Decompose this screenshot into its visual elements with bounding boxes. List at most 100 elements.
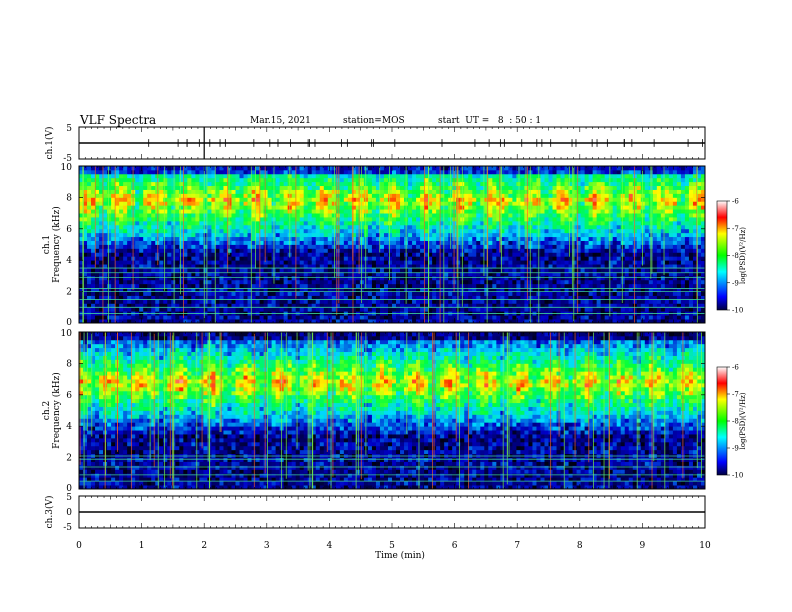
spectrogram-cell xyxy=(167,213,172,218)
spectrogram-cell xyxy=(103,236,108,241)
spectrogram-cell xyxy=(103,213,108,218)
spectrogram-cell xyxy=(123,169,128,175)
spectrogram-cell xyxy=(343,307,349,312)
spectrogram-cell xyxy=(335,220,341,226)
spectrogram-cell xyxy=(472,248,477,253)
spectrogram-cell xyxy=(548,228,553,234)
spectrogram-cell xyxy=(440,256,445,261)
spectrogram-cell xyxy=(267,260,273,265)
spectrogram-cell xyxy=(432,248,437,253)
spectrogram-cell xyxy=(311,177,317,183)
spectrogram-cell xyxy=(187,295,192,300)
spectrogram-cell xyxy=(508,264,513,269)
spectrogram-cell xyxy=(251,201,256,206)
spectrogram-cell xyxy=(508,271,513,277)
spectrogram-cell xyxy=(544,169,549,175)
spectrogram-cell xyxy=(488,287,493,293)
spectrogram-cell xyxy=(263,268,268,273)
spectrogram-cell xyxy=(87,177,92,183)
spectrogram-cell xyxy=(412,213,417,218)
spectrogram-cell xyxy=(171,244,176,249)
spectrogram-cell xyxy=(468,232,473,238)
spectrogram-cell xyxy=(468,248,473,253)
spectrogram-cell xyxy=(175,307,180,312)
spectrogram-cell xyxy=(267,240,273,245)
spectrogram-cell xyxy=(147,264,152,269)
spectrogram-cell xyxy=(199,166,204,171)
spectrogram-cell xyxy=(175,244,180,249)
spectrogram-cell xyxy=(203,173,208,179)
spectrogram-cell xyxy=(460,307,465,312)
spectrogram-cell xyxy=(339,283,345,289)
spectrogram-cell xyxy=(275,185,281,190)
spectrogram-cell xyxy=(343,271,349,277)
spectrogram-cell xyxy=(235,213,240,218)
spectrogram-cell xyxy=(247,201,252,206)
spectrogram-cell xyxy=(231,224,236,230)
spectrogram-cell xyxy=(452,299,457,304)
spectrogram-cell xyxy=(223,307,228,312)
spectrogram-cell xyxy=(540,319,545,324)
spectrogram-cell xyxy=(480,185,485,190)
spectrogram-cell xyxy=(480,189,485,194)
spectrogram-cell xyxy=(351,197,357,202)
spectrogram-cell xyxy=(199,271,204,277)
spectrogram-cell xyxy=(259,173,264,179)
spectrogram-cell xyxy=(508,279,513,285)
spectrogram-cell xyxy=(143,166,148,171)
spectrogram-cell xyxy=(243,271,248,277)
spectrogram-cell xyxy=(420,315,425,320)
spectrogram-cell xyxy=(147,299,152,304)
spectrogram-cell xyxy=(544,252,549,257)
spectrogram-cell xyxy=(512,256,517,261)
spectrogram-cell xyxy=(287,319,293,324)
spectrogram-cell xyxy=(383,295,389,300)
spectrogram-cell xyxy=(255,287,260,293)
spectrogram-cell xyxy=(440,279,445,285)
spectrogram-cell xyxy=(464,185,469,190)
spectrogram-cell xyxy=(392,275,397,281)
spectrogram-cell xyxy=(203,189,208,194)
spectrogram-cell xyxy=(211,217,216,222)
spectrogram-cell xyxy=(267,185,273,190)
spectrogram-cell xyxy=(464,201,469,206)
spectrogram-cell xyxy=(420,264,425,269)
spectrogram-cell xyxy=(95,279,100,285)
spectrogram-cell xyxy=(267,268,273,273)
spectrogram-cell xyxy=(524,217,529,222)
spectrogram-cell xyxy=(127,248,132,253)
spectrogram-cell xyxy=(335,205,341,210)
spectrogram-cell xyxy=(295,291,301,296)
spectrogram-cell xyxy=(367,279,373,285)
spectrogram-cell xyxy=(335,197,341,202)
spectrogram-cell xyxy=(227,173,232,179)
spectrogram-cell xyxy=(392,189,397,194)
spectrogram-cell xyxy=(283,169,289,175)
spectrogram-cell xyxy=(540,169,545,175)
spectrogram-cell xyxy=(396,217,401,222)
spectrogram-cell xyxy=(139,271,144,277)
spectrogram-cell xyxy=(371,201,377,206)
spectrogram-cell xyxy=(315,291,321,296)
spectrogram-cell xyxy=(327,299,333,304)
spectrogram-cell xyxy=(119,173,124,179)
spectrogram-cell xyxy=(420,240,425,245)
spectrogram-cell xyxy=(115,283,120,289)
spectrogram-cell xyxy=(243,236,248,241)
spectrogram-cell xyxy=(484,213,489,218)
spectrogram-cell xyxy=(432,256,437,261)
spectrogram-cell xyxy=(408,224,413,230)
spectrogram-cell xyxy=(251,291,256,296)
spectrogram-cell xyxy=(484,287,489,293)
spectrogram-cell xyxy=(219,268,224,273)
spectrogram-cell xyxy=(428,240,433,245)
spectrogram-cell xyxy=(327,307,333,312)
spectrogram-cell xyxy=(91,189,96,194)
spectrogram-cell xyxy=(139,232,144,238)
spectrogram-cell xyxy=(331,279,337,285)
spectrogram-cell xyxy=(223,217,228,222)
spectrogram-cell xyxy=(235,283,240,289)
spectrogram-cell xyxy=(183,217,188,222)
spectrogram-cell xyxy=(207,193,212,198)
spectrogram-cell xyxy=(115,197,120,202)
